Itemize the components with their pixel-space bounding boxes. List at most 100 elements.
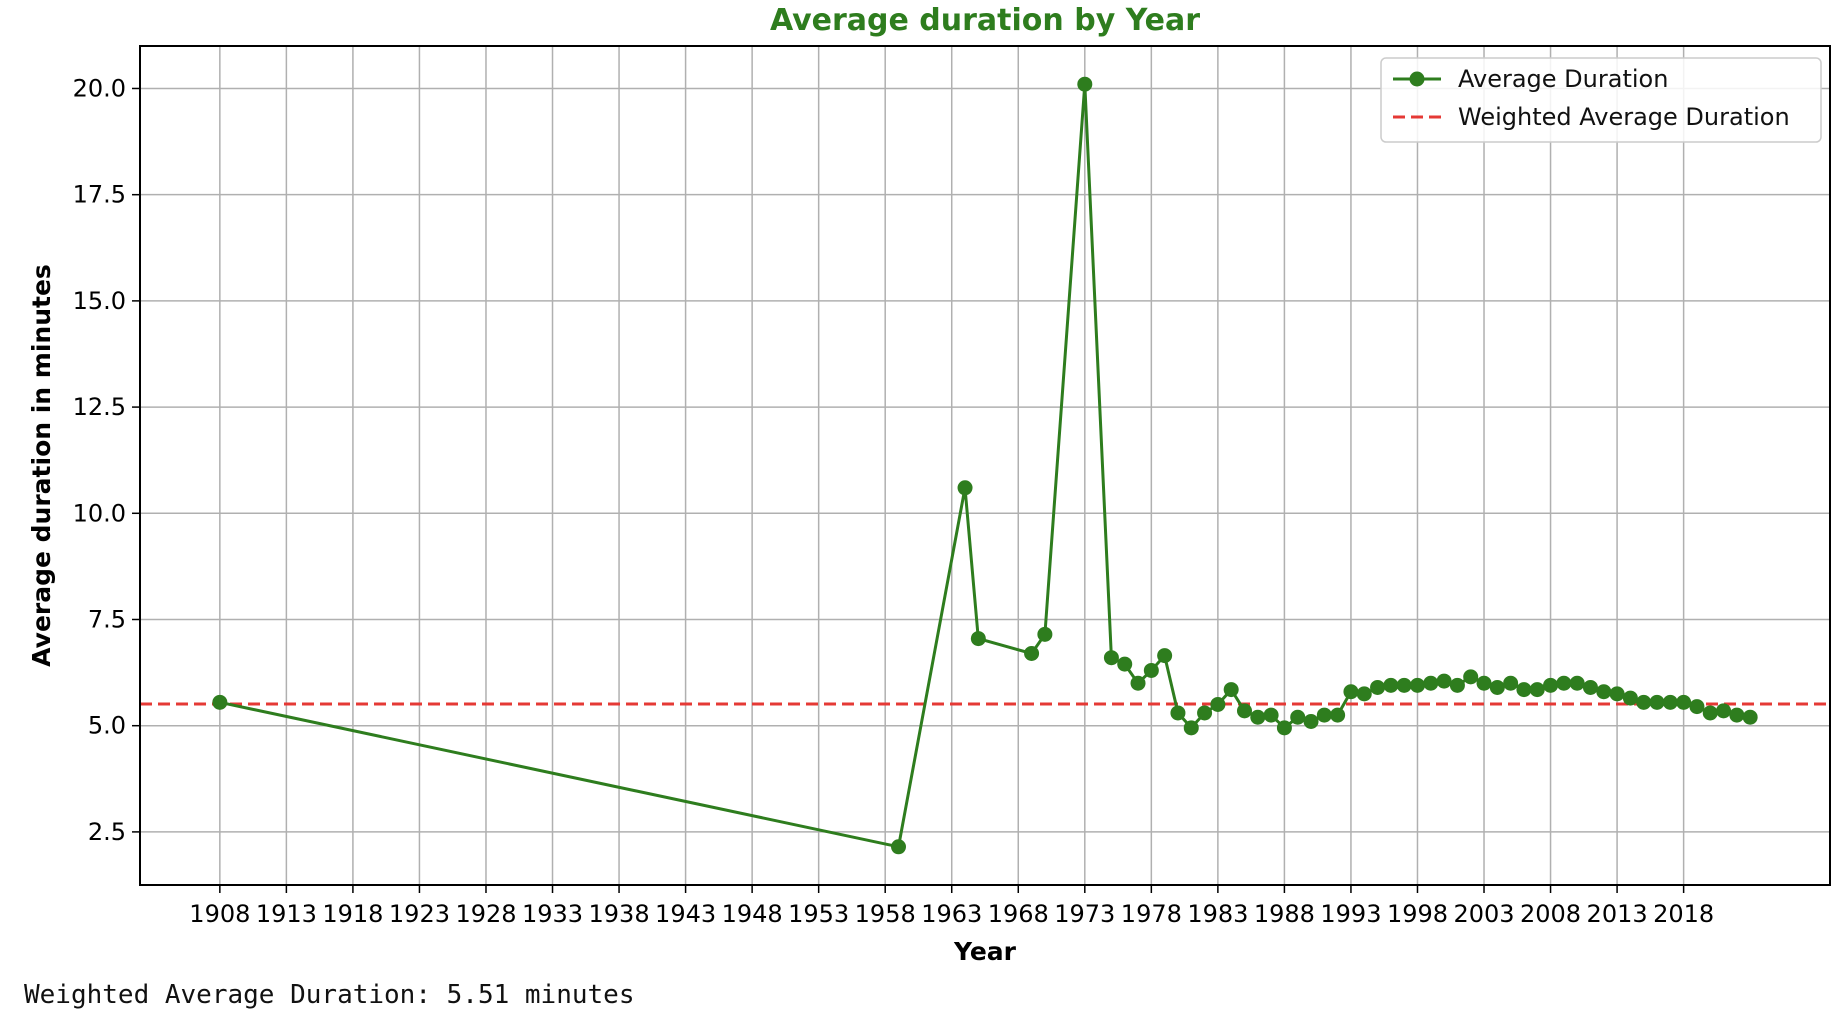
data-point <box>1449 677 1465 693</box>
x-tick-label: 1993 <box>1320 900 1381 928</box>
data-point <box>1143 662 1159 678</box>
data-point <box>1130 675 1146 691</box>
data-point <box>1223 682 1239 698</box>
data-point <box>1489 679 1505 695</box>
legend-label-average: Average Duration <box>1458 65 1668 93</box>
data-point <box>891 839 907 855</box>
data-point <box>1662 694 1678 710</box>
y-tick-label: 5.0 <box>88 712 126 740</box>
x-tick-label: 2013 <box>1587 900 1648 928</box>
x-tick-label: 1938 <box>589 900 650 928</box>
data-point <box>1609 686 1625 702</box>
data-point <box>1689 699 1705 715</box>
data-point <box>1556 675 1572 691</box>
data-point <box>212 694 228 710</box>
data-point <box>1250 709 1266 725</box>
data-point <box>1370 679 1386 695</box>
x-tick-label: 1943 <box>655 900 716 928</box>
data-point <box>1037 626 1053 642</box>
y-tick-label: 12.5 <box>73 393 126 421</box>
data-point <box>970 631 986 647</box>
x-tick-label: 2008 <box>1520 900 1581 928</box>
average-duration-line <box>219 84 1751 849</box>
data-point <box>1316 707 1332 723</box>
data-point <box>1529 682 1545 698</box>
y-tick-label: 10.0 <box>73 499 126 527</box>
y-tick-label: 15.0 <box>73 287 126 315</box>
x-tick-label: 1923 <box>389 900 450 928</box>
data-point <box>957 480 973 496</box>
y-axis-title: Average duration in minutes <box>27 264 56 667</box>
x-tick-label: 1963 <box>921 900 982 928</box>
x-tick-label: 1948 <box>722 900 783 928</box>
x-tick-label: 1928 <box>455 900 516 928</box>
legend: Average Duration Weighted Average Duratio… <box>1380 57 1822 143</box>
x-tick-label: 1978 <box>1121 900 1182 928</box>
data-point <box>1170 705 1186 721</box>
weighted-average-output: Weighted Average Duration: 5.51 minutes <box>24 980 635 1010</box>
data-point <box>1423 675 1439 691</box>
data-point <box>1582 679 1598 695</box>
legend-label-weighted: Weighted Average Duration <box>1458 103 1790 131</box>
x-tick-label: 1913 <box>256 900 317 928</box>
x-tick-label: 2003 <box>1453 900 1514 928</box>
x-tick-label: 1918 <box>322 900 383 928</box>
data-point <box>1330 707 1346 723</box>
y-tick-label: 17.5 <box>73 181 126 209</box>
data-point <box>1596 684 1612 700</box>
data-point <box>1569 675 1585 691</box>
x-tick-label: 2018 <box>1653 900 1714 928</box>
data-point <box>1409 677 1425 693</box>
x-tick-label: 1968 <box>988 900 1049 928</box>
data-point <box>1702 705 1718 721</box>
y-axis: 2.5 5.0 7.5 10.0 12.5 15.0 17.5 20.0 <box>73 74 140 846</box>
data-point <box>1356 686 1372 702</box>
legend-box <box>1380 57 1822 143</box>
data-point <box>1516 682 1532 698</box>
data-point <box>1263 707 1279 723</box>
data-point <box>1343 684 1359 700</box>
plot-frame <box>139 45 1831 886</box>
data-point <box>1157 648 1173 664</box>
x-tick-label: 1973 <box>1054 900 1115 928</box>
data-point <box>1210 696 1226 712</box>
grid-lines <box>140 46 1830 885</box>
data-point <box>1024 645 1040 661</box>
x-tick-label: 1958 <box>855 900 916 928</box>
x-tick-label: 1988 <box>1254 900 1315 928</box>
data-point <box>1729 707 1745 723</box>
data-point <box>1290 709 1306 725</box>
data-point <box>1676 694 1692 710</box>
data-point <box>1303 713 1319 729</box>
data-point <box>1716 703 1732 719</box>
x-axis-title: Year <box>953 937 1017 966</box>
line-chart: 1908 1913 1918 1923 1928 1933 1938 1943 1948 1953… <box>27 3 1831 966</box>
average-duration-points <box>212 76 1758 855</box>
data-point <box>1463 669 1479 685</box>
y-tick-label: 7.5 <box>88 605 126 633</box>
data-point <box>1183 720 1199 736</box>
x-axis: 1908 1913 1918 1923 1928 1933 1938 1943 1948 1953… <box>189 885 1714 928</box>
data-point <box>1543 677 1559 693</box>
data-point <box>1197 705 1213 721</box>
data-point <box>1276 720 1292 736</box>
data-point <box>1077 76 1093 92</box>
x-tick-label: 1908 <box>189 900 250 928</box>
chart-title: Average duration by Year <box>770 3 1200 38</box>
data-point <box>1476 675 1492 691</box>
data-point <box>1636 694 1652 710</box>
data-point <box>1383 677 1399 693</box>
y-tick-label: 2.5 <box>88 818 126 846</box>
legend-marker-average <box>1409 71 1425 87</box>
data-point <box>1236 703 1252 719</box>
data-point <box>1649 694 1665 710</box>
data-point <box>1742 709 1758 725</box>
data-point <box>1117 656 1133 672</box>
y-tick-label: 20.0 <box>73 74 126 102</box>
data-point <box>1396 677 1412 693</box>
x-tick-label: 1953 <box>788 900 849 928</box>
data-point <box>1622 690 1638 706</box>
x-tick-label: 1983 <box>1187 900 1248 928</box>
data-point <box>1103 650 1119 666</box>
